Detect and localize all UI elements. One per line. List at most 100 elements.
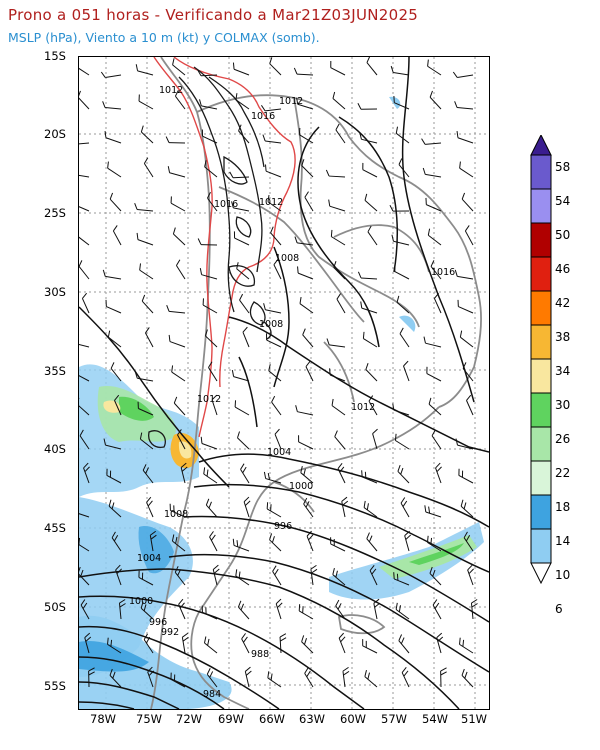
colorbar-box xyxy=(530,392,552,428)
map-canvas: 1012 1012 1016 1016 1012 1008 1016 1008 … xyxy=(79,57,489,709)
lon-label-63w: 63W xyxy=(299,712,326,726)
wind-barb xyxy=(105,299,122,314)
wind-barb xyxy=(279,633,287,654)
wind-barb xyxy=(398,158,410,178)
wind-barb xyxy=(235,93,250,110)
wind-barb xyxy=(361,470,378,484)
wind-barb xyxy=(135,64,154,76)
isobar-label: 1004 xyxy=(137,553,161,564)
wind-barb xyxy=(332,567,346,586)
wind-barb xyxy=(104,131,122,144)
wind-barb xyxy=(330,537,346,552)
isobar-label: 1012 xyxy=(259,197,283,208)
isobar-label: 996 xyxy=(274,521,292,532)
wind-barb xyxy=(266,502,282,518)
isobar-label: 988 xyxy=(251,649,269,660)
wind-barb xyxy=(103,438,122,450)
wind-barb xyxy=(84,632,92,654)
wind-barb xyxy=(341,496,349,518)
colorbar-label: 22 xyxy=(555,466,571,480)
wind-barb xyxy=(146,496,154,518)
isobars xyxy=(79,57,489,709)
isobar-label: 1012 xyxy=(351,402,375,413)
wind-barb xyxy=(79,65,90,76)
colorbar-label: 42 xyxy=(555,296,571,310)
wind-barb xyxy=(136,232,154,246)
wind-barb xyxy=(293,67,314,76)
wind-barb xyxy=(430,260,442,280)
wind-barb xyxy=(391,234,410,246)
wind-barb xyxy=(240,463,250,484)
wind-barb xyxy=(79,429,90,450)
wind-barb xyxy=(459,161,474,178)
wind-barb xyxy=(264,164,282,178)
wind-barb xyxy=(143,157,154,178)
lon-label-75w: 75W xyxy=(136,712,163,726)
wind-barb xyxy=(423,336,442,348)
colorbar-box xyxy=(530,256,552,292)
wind-barb xyxy=(110,362,122,382)
wind-barb xyxy=(296,97,314,110)
wind-barb xyxy=(304,191,314,212)
colorbar-box xyxy=(530,290,552,326)
wind-barb xyxy=(298,435,314,450)
isobar-label: 984 xyxy=(203,689,221,700)
wind-barb xyxy=(209,531,218,552)
wind-barb xyxy=(204,160,218,178)
colorbar-label: 46 xyxy=(555,262,571,276)
wind-barb xyxy=(299,296,314,314)
wind-barb xyxy=(267,195,282,212)
wind-barb xyxy=(440,667,447,688)
wind-barb xyxy=(149,530,157,552)
wind-barb xyxy=(369,564,378,586)
isobar-label: 1012 xyxy=(197,394,221,405)
wind-barb xyxy=(459,637,474,654)
wind-barb xyxy=(331,398,346,416)
wind-barb xyxy=(389,204,410,212)
lat-label-20s: 20S xyxy=(44,127,66,141)
wind-barb xyxy=(235,569,250,586)
colorbar-label: 50 xyxy=(555,228,571,242)
wind-barb xyxy=(241,633,250,654)
wind-barb xyxy=(177,429,186,450)
wind-barb xyxy=(205,498,218,518)
colorbar-box xyxy=(530,528,552,564)
isobar-label: 996 xyxy=(149,617,167,628)
wind-barb xyxy=(269,57,282,76)
red-contours xyxy=(153,57,296,438)
wind-barb xyxy=(266,333,282,348)
wind-barb xyxy=(366,532,378,552)
wind-barb xyxy=(269,533,282,552)
isobar-label: 1012 xyxy=(159,85,183,96)
colorbar-box xyxy=(530,426,552,462)
wind-barb xyxy=(425,197,442,212)
wind-barb xyxy=(466,394,474,416)
wind-barb xyxy=(142,464,154,484)
wind-barb xyxy=(330,60,346,76)
wind-barb xyxy=(326,338,346,348)
colorbar-box xyxy=(530,460,552,496)
wind-barb xyxy=(106,468,122,484)
wind-barb xyxy=(399,327,410,348)
wind-barb xyxy=(212,564,220,586)
wind-barb xyxy=(204,636,218,654)
wind-barb xyxy=(427,59,442,76)
isobar-label: 1000 xyxy=(289,481,313,492)
wind-barb xyxy=(303,497,314,518)
wind-barb xyxy=(366,57,378,76)
wind-barb xyxy=(238,124,250,144)
colorbar-label: 58 xyxy=(555,160,571,174)
wind-barb xyxy=(454,101,474,110)
wind-barb xyxy=(426,366,442,382)
colorbar-box xyxy=(530,154,552,190)
wind-barb xyxy=(357,271,378,280)
colorbar-box xyxy=(530,324,552,360)
map-title: Prono a 051 horas - Verificando a Mar21Z… xyxy=(8,6,419,24)
lat-label-40s: 40S xyxy=(44,442,66,456)
colmax-colorbar xyxy=(530,135,552,585)
wind-barb xyxy=(422,167,442,178)
wind-barb xyxy=(342,666,350,688)
wind-barb xyxy=(234,400,250,416)
wind-barb xyxy=(373,598,381,620)
wind-barb xyxy=(395,602,410,620)
